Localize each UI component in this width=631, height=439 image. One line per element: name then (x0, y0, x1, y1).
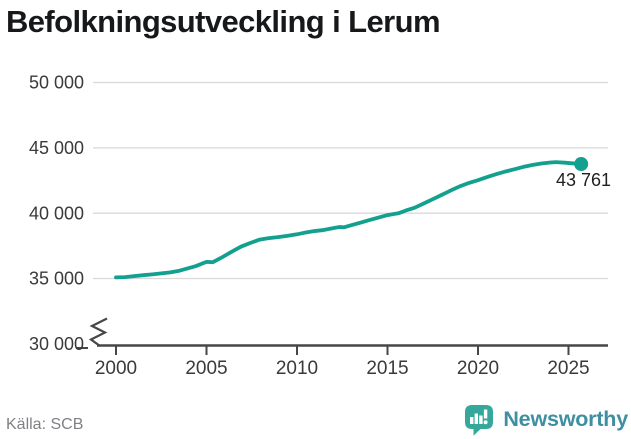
x-tick-label-2015: 2015 (366, 358, 408, 379)
end-value-label: 43 761 (556, 170, 611, 190)
x-tick-label-2005: 2005 (185, 358, 227, 379)
newsworthy-speech-bubble-bar-chart-icon (465, 405, 494, 436)
data-series-layer (114, 157, 589, 280)
y-tick-label-30000: 30 000 (29, 334, 84, 354)
y-tick-label-50000: 50 000 (29, 73, 84, 93)
x-tick-label-2000: 2000 (95, 358, 137, 379)
y-tick-label-40000: 40 000 (29, 203, 84, 223)
x-tick-label-2010: 2010 (276, 358, 318, 379)
gridlines-layer (93, 81, 608, 280)
axis-ticks-layer: 50 000 45 000 40 000 35 000 30 000 2000 2005 20… (29, 73, 590, 379)
newsworthy-logo-text: Newsworthy (503, 406, 628, 431)
y-tick-label-35000: 35 000 (29, 269, 84, 289)
x-tick-label-2020: 2020 (457, 358, 499, 379)
y-axis-break-icon (88, 317, 108, 347)
chart-title: Befolkningsutveckling i Lerum (6, 4, 441, 39)
population-line (114, 160, 584, 280)
source-caption: Källa: SCB (6, 416, 84, 433)
end-point-dot (574, 157, 589, 172)
x-tick-label-2025: 2025 (547, 358, 589, 379)
y-tick-label-45000: 45 000 (29, 138, 84, 158)
newsworthy-logo[interactable]: Newsworthy (462, 402, 628, 436)
